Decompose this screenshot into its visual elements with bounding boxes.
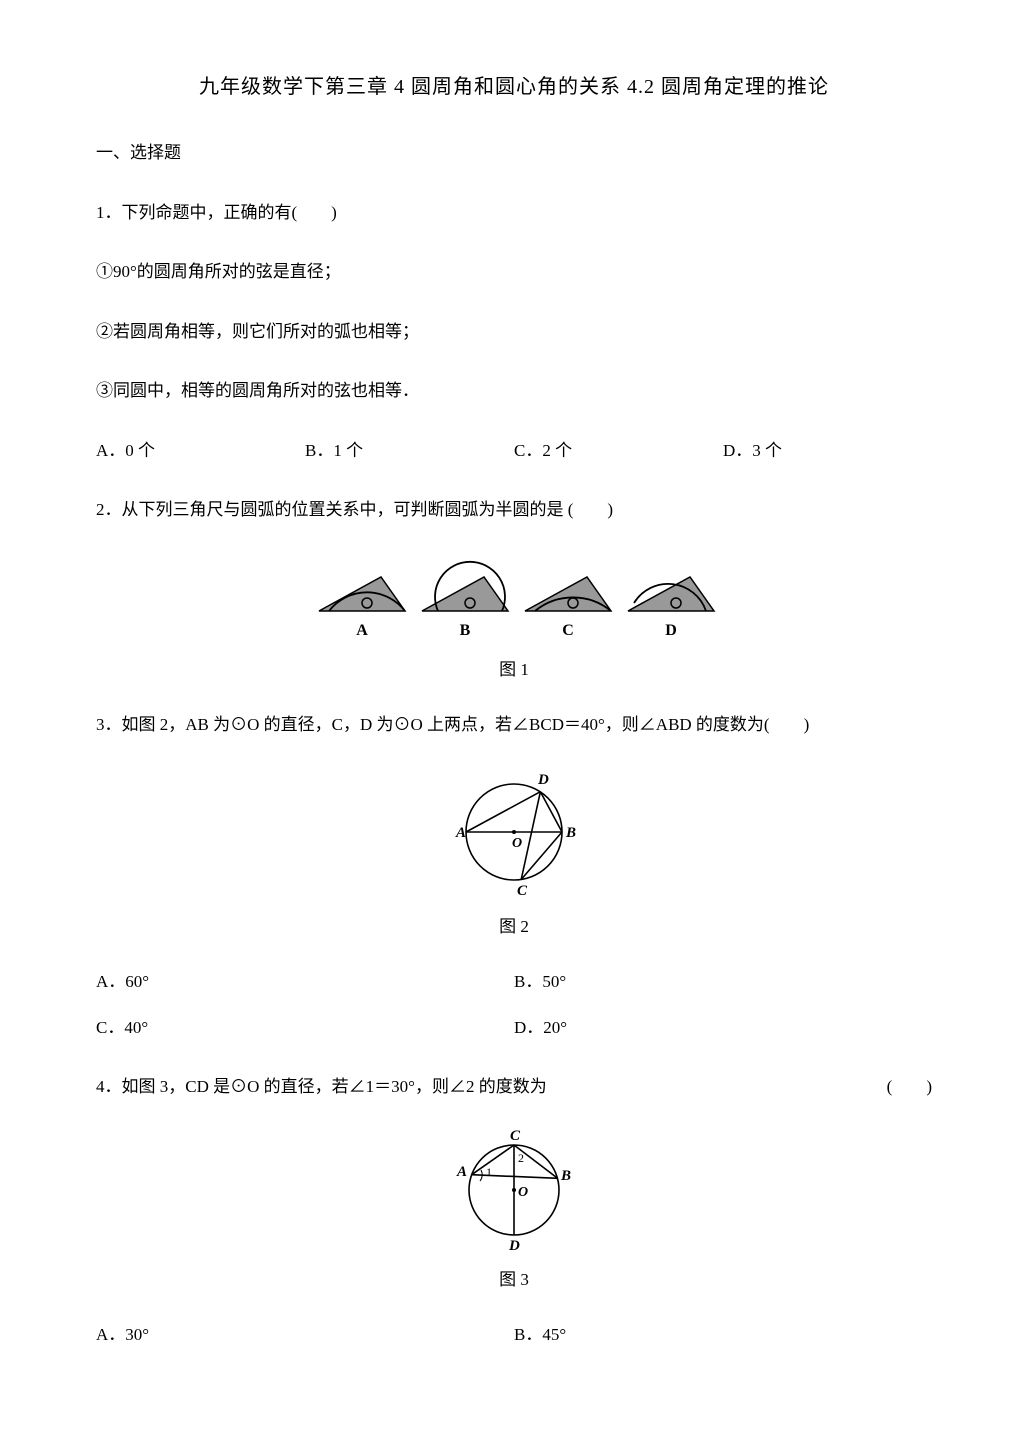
q3-options-row2: C．40° D．20° — [96, 1015, 932, 1041]
svg-text:B: B — [565, 825, 576, 841]
q4-stem: 4．如图 3，CD 是⊙O 的直径，若∠1＝30°，则∠2 的度数为 ( ) — [96, 1074, 932, 1100]
fig1-label-a: A — [356, 622, 368, 639]
q1-option-a: A．0 个 — [96, 438, 305, 464]
q1-option-b: B．1 个 — [305, 438, 514, 464]
svg-text:2: 2 — [518, 1151, 524, 1165]
q3-stem: 3．如图 2，AB 为⊙O 的直径，C，D 为⊙O 上两点，若∠BCD＝40°，… — [96, 712, 932, 738]
fig1-label-b: B — [460, 622, 471, 639]
q1-options: A．0 个 B．1 个 C．2 个 D．3 个 — [96, 438, 932, 464]
section-heading: 一、选择题 — [96, 140, 932, 166]
q4-stem-text: 4．如图 3，CD 是⊙O 的直径，若∠1＝30°，则∠2 的度数为 — [96, 1074, 547, 1100]
svg-text:C: C — [517, 883, 528, 899]
q1-stem: 1．下列命题中，正确的有( ) — [96, 200, 932, 226]
q2-stem: 2．从下列三角尺与圆弧的位置关系中，可判断圆弧为半圆的是 ( ) — [96, 497, 932, 523]
q1-statement-1: ①90°的圆周角所对的弦是直径； — [96, 259, 932, 285]
q1-option-c: C．2 个 — [514, 438, 723, 464]
q3-option-b: B．50° — [514, 969, 932, 995]
figure-2-caption: 图 2 — [96, 914, 932, 940]
svg-text:A: A — [456, 1164, 467, 1180]
q1-statement-3: ③同圆中，相等的圆周角所对的弦也相等． — [96, 378, 932, 404]
q4-stem-blank: ( ) — [887, 1074, 932, 1100]
figure-3-caption: 图 3 — [96, 1267, 932, 1293]
fig1-label-c: C — [562, 622, 574, 639]
svg-text:1: 1 — [486, 1165, 492, 1179]
q4-options-row1: A．30° B．45° — [96, 1322, 932, 1348]
q3-options-row1: A．60° B．50° — [96, 969, 932, 995]
q3-option-c: C．40° — [96, 1015, 514, 1041]
q1-statement-2: ②若圆周角相等，则它们所对的弧也相等； — [96, 319, 932, 345]
svg-text:O: O — [512, 836, 522, 851]
q3-option-d: D．20° — [514, 1015, 932, 1041]
svg-text:O: O — [518, 1185, 528, 1200]
svg-text:A: A — [455, 825, 466, 841]
figure-1: A B C D — [96, 557, 932, 643]
fig1-label-d: D — [665, 622, 677, 639]
svg-text:C: C — [510, 1128, 521, 1144]
q4-option-a: A．30° — [96, 1322, 514, 1348]
figure-3: C D A B O 1 2 — [96, 1128, 932, 1253]
svg-text:B: B — [560, 1168, 571, 1184]
figure-1-caption: 图 1 — [96, 657, 932, 683]
q3-option-a: A．60° — [96, 969, 514, 995]
q1-option-d: D．3 个 — [723, 438, 932, 464]
page-title: 九年级数学下第三章 4 圆周角和圆心角的关系 4.2 圆周角定理的推论 — [96, 72, 932, 102]
figure-2: A B C D O — [96, 772, 932, 900]
svg-text:D: D — [537, 772, 549, 788]
q4-option-b: B．45° — [514, 1322, 932, 1348]
svg-text:D: D — [508, 1238, 520, 1253]
